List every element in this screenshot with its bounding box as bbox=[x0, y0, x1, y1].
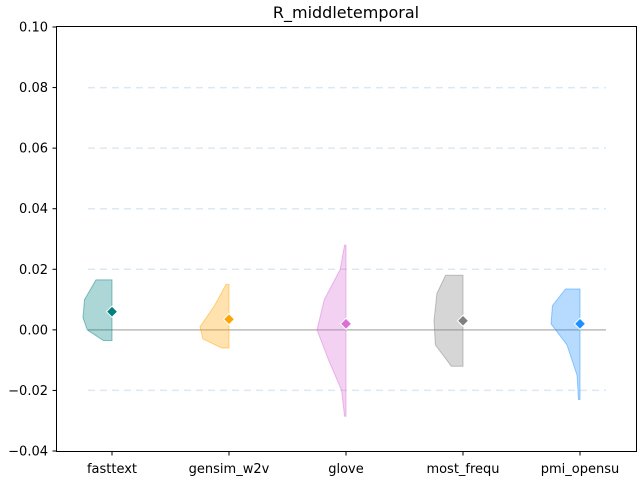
violin-gensim_w2v bbox=[199, 283, 230, 349]
violins bbox=[82, 244, 581, 417]
y-tick-label: −0.04 bbox=[8, 445, 48, 460]
y-tick-label: 0.04 bbox=[19, 202, 48, 217]
mean-marker-most_frequ bbox=[456, 314, 470, 327]
x-tick-label: most_frequ bbox=[426, 462, 499, 477]
mean-markers bbox=[105, 305, 587, 331]
grid-lines bbox=[88, 86, 606, 392]
chart-title: R_middletemporal bbox=[273, 3, 419, 23]
y-tick-label: 0.02 bbox=[19, 263, 48, 278]
y-tick-label: −0.02 bbox=[8, 384, 48, 399]
y-tick-label: 0.08 bbox=[19, 81, 48, 96]
mean-marker-pmi_opensu bbox=[573, 317, 587, 331]
x-axis: fasttext gensim_w2v glove most_frequ pmi_ope… bbox=[87, 451, 619, 477]
x-tick-label: fasttext bbox=[87, 462, 137, 477]
mean-marker-glove bbox=[339, 317, 353, 331]
y-tick-label: 0.10 bbox=[19, 21, 48, 36]
y-axis: −0.04 −0.02 0.00 0.02 0.04 0.06 0.08 0.10 bbox=[8, 21, 57, 460]
y-tick-label: 0.00 bbox=[19, 323, 48, 338]
violin-fasttext bbox=[82, 279, 113, 341]
x-tick-label: gensim_w2v bbox=[189, 462, 270, 477]
violin-pmi_opensu bbox=[550, 288, 581, 400]
y-tick-label: 0.06 bbox=[19, 142, 48, 157]
violin-glove bbox=[316, 244, 347, 417]
violin-most_frequ bbox=[433, 274, 464, 367]
mean-marker-fasttext bbox=[105, 305, 119, 318]
x-tick-label: pmi_opensu bbox=[541, 462, 619, 477]
x-tick-label: glove bbox=[328, 462, 364, 477]
mean-marker-gensim_w2v bbox=[222, 313, 236, 326]
